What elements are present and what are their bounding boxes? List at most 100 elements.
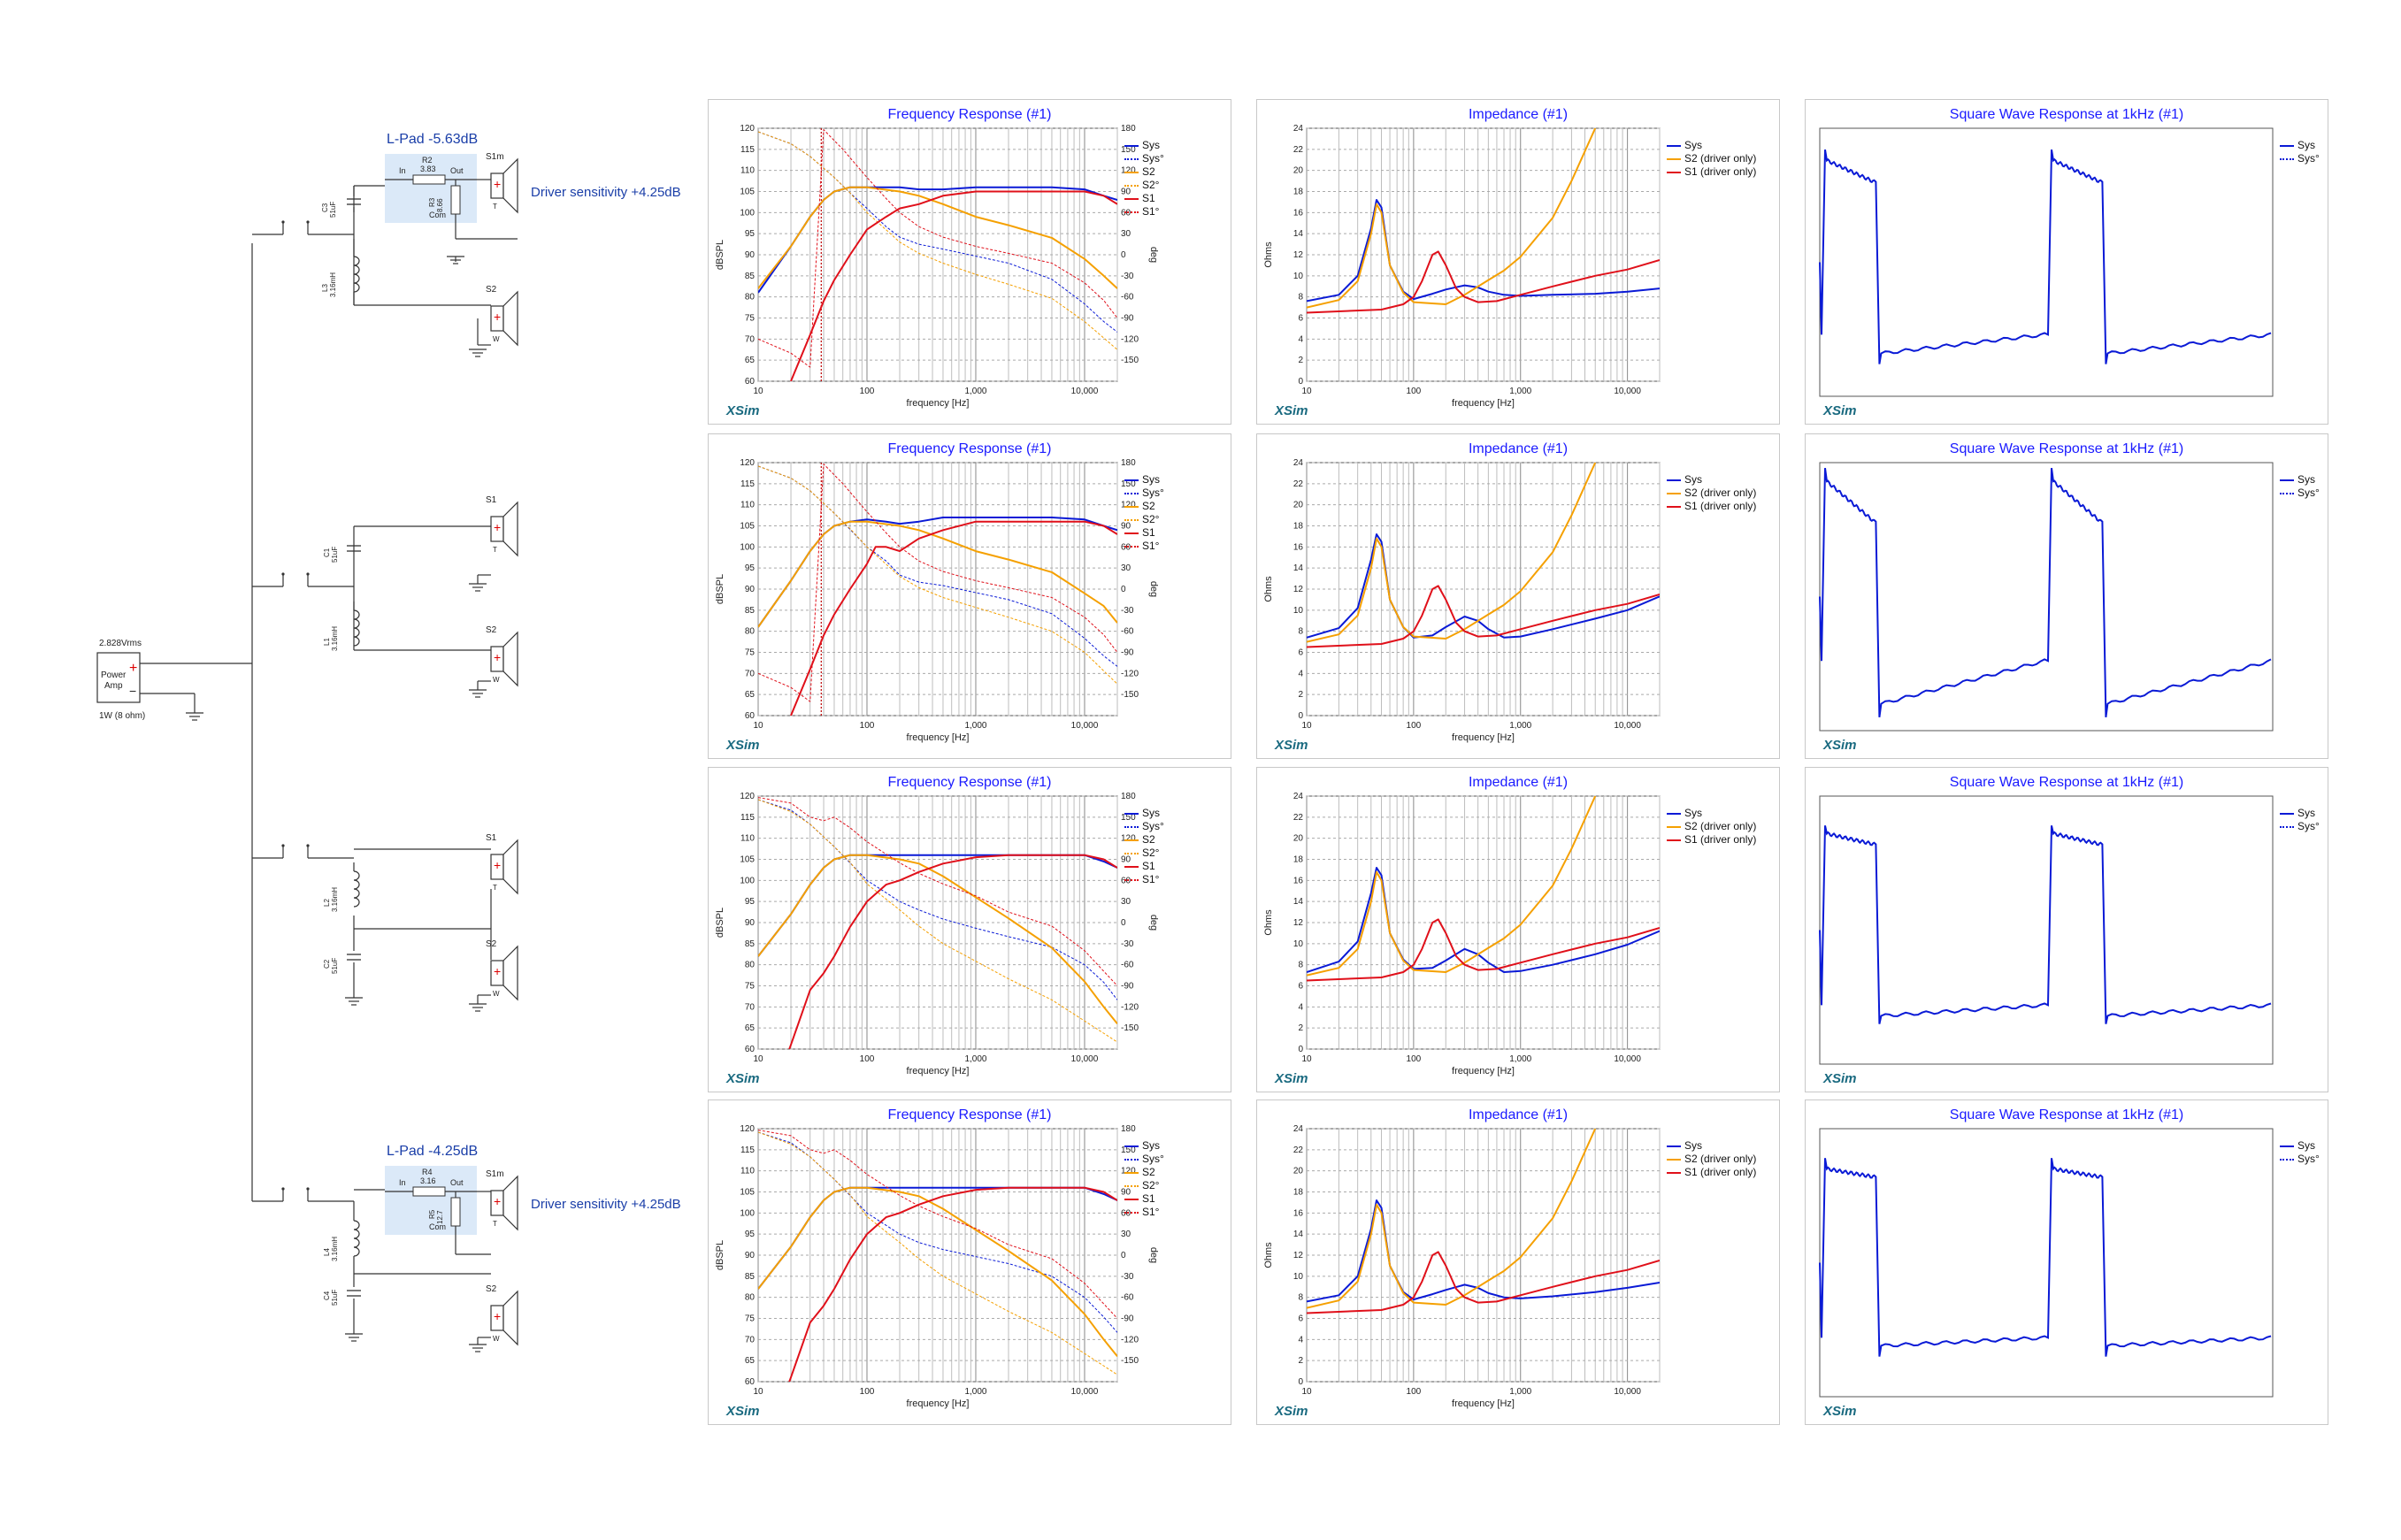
legend-item: S2 (driver only) [1667,152,1756,165]
y2-tick-label: 90 [1121,1188,1131,1198]
x-tick-label: 1,000 [964,1387,986,1397]
series-line-sys [1819,1158,2272,1357]
ground-icon [469,689,487,698]
plot-area [1819,1128,2274,1398]
y2-tick-label: 60 [1121,1208,1131,1218]
y-tick-label: 8 [1298,1293,1303,1303]
y-tick-label: 110 [740,501,755,510]
part-value: 3.16mH [331,887,339,912]
chart-title: Frequency Response (#1) [887,775,1052,790]
legend-label: S2 (driver only) [1684,820,1757,832]
y-tick-label: 2 [1298,690,1303,700]
lpad-in-label: In [399,1178,406,1187]
y-tick-label: 4 [1298,669,1303,678]
series-line-sys [1307,1199,1660,1303]
legend-label: S1° [1142,540,1160,552]
y2-tick-label: -30 [1121,939,1134,949]
part-value: 3.16mH [331,1237,339,1261]
switch-icon [281,1187,310,1201]
legend-item: S1 (driver only) [1667,833,1756,847]
legend-label: S2 (driver only) [1684,1153,1757,1165]
amp-label-1: Power [101,670,127,680]
legend-item: S2° [1124,513,1164,526]
y2-tick-label: 0 [1121,250,1126,260]
legend-item: S2 (driver only) [1667,820,1756,833]
lpad-in-label: In [399,166,406,175]
resistor-icon [450,1197,461,1227]
y2-tick-label: 30 [1121,229,1131,239]
plot-area [1819,462,2274,732]
ground-icon [469,1344,487,1352]
y2-tick-label: 120 [1121,166,1136,176]
legend-label: S1 [1142,526,1155,539]
series-line-s2 [758,131,1117,350]
speaker-icon [490,1175,518,1231]
legend-label: Sys [1142,807,1161,819]
legend-item: S1 [1124,860,1164,873]
legend-item: S2 (driver only) [1667,1153,1756,1166]
chart-title: Impedance (#1) [1468,775,1569,790]
y2-tick-label: -60 [1121,293,1134,303]
driver-name: S1m [486,1169,504,1179]
y-tick-label: 60 [745,1045,756,1054]
y-tick-label: 8 [1298,293,1303,303]
part-name: C4 [323,1291,331,1300]
series-line-sys [1307,533,1660,639]
y-tick-label: 115 [740,1145,755,1155]
x-axis-label: frequency [Hz] [1452,1066,1515,1076]
legend-swatch [1124,171,1139,173]
y2-tick-label: -30 [1121,606,1134,616]
y-tick-label: 0 [1298,711,1303,721]
series-line-sys [758,465,1117,667]
legend-label: S1 (driver only) [1684,1166,1757,1178]
y2-tick-label: 150 [1121,813,1136,823]
series-line-sys [1819,467,2272,718]
y-tick-label: 10 [1293,606,1304,616]
plus-sign: + [129,661,137,676]
driver-polarity: W [493,676,500,684]
driver-polarity: T [493,1220,497,1228]
y-tick-label: 65 [745,1023,756,1033]
legend-label: S2 (driver only) [1684,152,1757,165]
series-resistor-value: 3.83 [420,165,436,173]
capacitor-icon [347,545,361,552]
square-wave-panel: Square Wave Response at 1kHz (#1) XSim Sys… [1805,767,2328,1092]
y-tick-label: 24 [1293,792,1304,801]
legend-label: Sys [2297,807,2316,819]
part-name: L1 [323,638,331,646]
legend-item: S2° [1124,847,1164,860]
chart-svg: 6065707580859095100105110115120-150-120-… [715,458,1159,743]
xsim-brand: XSim [1275,403,1308,418]
legend-label: S2 [1142,500,1155,512]
legend-label: Sys° [1142,152,1164,165]
y2-tick-label: -150 [1121,1023,1139,1033]
y2-tick-label: 60 [1121,876,1131,885]
y2-tick-label: 90 [1121,188,1131,197]
x-tick-label: 10,000 [1071,721,1099,731]
ground-icon [469,1003,487,1012]
driver-name: S1 [486,833,497,843]
legend-label: S2° [1142,179,1160,191]
lpad-title: L-Pad -4.25dB [387,1144,478,1159]
y-axis-label: dBSPL [715,908,725,938]
y2-tick-label: 30 [1121,563,1131,573]
chart-legend: Sys Sys° S2 S2° S1 S1° [1124,1139,1164,1219]
x-tick-label: 100 [1407,387,1422,396]
y-axis-label: Ohms [1263,909,1274,936]
series-line-s1 [788,1186,1117,1382]
y2-tick-label: -60 [1121,961,1134,970]
part-name: C1 [323,548,331,557]
series-line-s2-driver-only [1307,128,1597,309]
legend-item: S1 [1124,526,1164,540]
legend-label: Sys [2297,473,2316,486]
legend-label: Sys° [2297,152,2320,165]
legend-label: Sys° [1142,487,1164,499]
legend-label: Sys [1142,139,1161,151]
chart-legend: Sys S2 (driver only) S1 (driver only) [1667,807,1756,847]
x-tick-label: 1,000 [964,721,986,731]
chart-legend: Sys Sys° [2280,1139,2320,1166]
legend-swatch [1124,825,1139,828]
legend-label: Sys [2297,139,2316,151]
x-axis-label: frequency [Hz] [1452,732,1515,743]
